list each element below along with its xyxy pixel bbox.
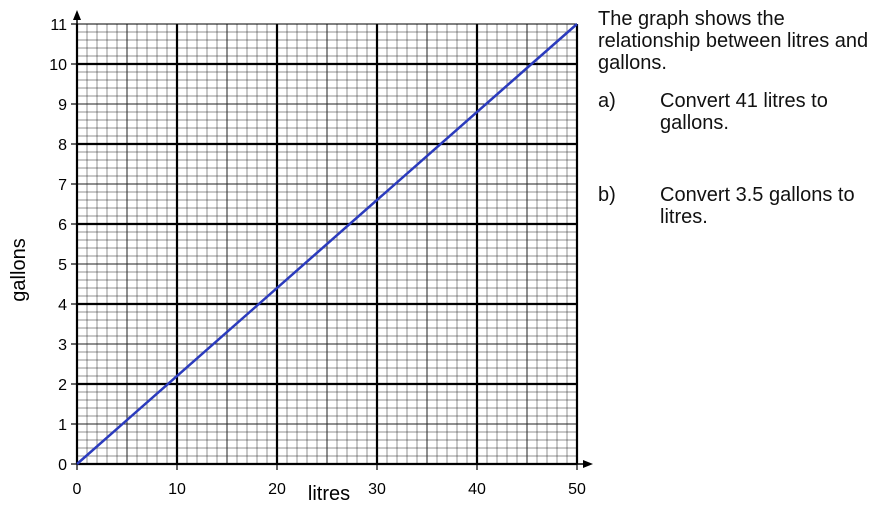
conversion-chart: 0 1 2 3 4 5 6 7 8 9 10 11 0 10 20 30 40 50 litres gallons bbox=[8, 10, 593, 505]
y-tick-label: 6 bbox=[58, 217, 67, 234]
x-tick-label: 50 bbox=[568, 481, 586, 498]
part-b-text: Convert 3.5 gallons to litres. bbox=[660, 184, 855, 228]
y-axis-title: gallons bbox=[8, 238, 30, 301]
series-line bbox=[76, 23, 578, 465]
y-tick-label: 7 bbox=[58, 177, 67, 194]
y-tick-label: 5 bbox=[58, 257, 67, 274]
x-axis-title: litres bbox=[308, 483, 350, 505]
axes bbox=[73, 10, 593, 468]
y-tick-label: 1 bbox=[58, 417, 67, 434]
y-tick-label: 8 bbox=[58, 137, 67, 154]
part-a-letter: a) bbox=[598, 90, 616, 112]
x-tick-label: 40 bbox=[468, 481, 486, 498]
y-tick-label: 3 bbox=[58, 337, 67, 354]
y-tick-label: 0 bbox=[58, 457, 67, 474]
question-panel: The graph shows the relationship between… bbox=[598, 8, 878, 228]
question-intro: The graph shows the relationship between… bbox=[598, 8, 869, 74]
tick-labels: 0 1 2 3 4 5 6 7 8 9 10 11 0 10 20 30 40 50 bbox=[49, 17, 586, 498]
part-a-text: Convert 41 litres to gallons. bbox=[660, 90, 828, 134]
x-tick-label: 0 bbox=[73, 481, 82, 498]
part-b-letter: b) bbox=[598, 184, 616, 206]
y-tick-label: 2 bbox=[58, 377, 67, 394]
y-axis-arrow bbox=[73, 10, 81, 20]
y-tick-label: 4 bbox=[58, 297, 67, 314]
x-tick-label: 30 bbox=[368, 481, 386, 498]
x-axis-arrow bbox=[583, 460, 593, 468]
x-tick-label: 20 bbox=[268, 481, 286, 498]
y-tick-label: 10 bbox=[49, 57, 67, 74]
y-tick-label: 11 bbox=[50, 17, 67, 34]
part-b: b) Convert 3.5 gallons to litres. bbox=[598, 184, 878, 228]
series-layer bbox=[76, 23, 578, 465]
y-tick-label: 9 bbox=[58, 97, 67, 114]
part-a: a) Convert 41 litres to gallons. bbox=[598, 90, 878, 134]
x-tick-label: 10 bbox=[168, 481, 186, 498]
